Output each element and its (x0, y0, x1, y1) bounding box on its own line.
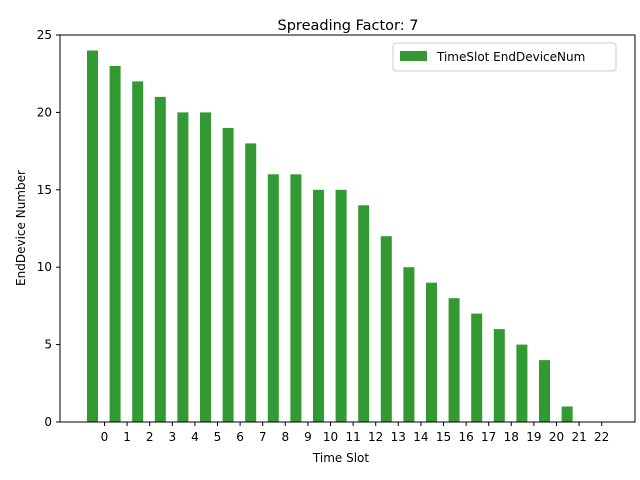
x-tick-label: 2 (146, 430, 154, 444)
x-axis-label: Time Slot (312, 451, 369, 465)
legend-swatch (400, 51, 427, 61)
bar-4 (177, 112, 189, 423)
x-tick-label: 13 (391, 430, 406, 444)
y-tick-label: 5 (44, 338, 52, 352)
bars-group (87, 50, 573, 423)
bar-7 (245, 143, 257, 422)
y-tick-label: 20 (37, 105, 52, 119)
legend: TimeSlot EndDeviceNum (392, 42, 617, 72)
bar-11 (335, 189, 347, 422)
legend-box (392, 42, 617, 72)
bar-18 (493, 329, 505, 422)
plot-frame (59, 34, 636, 423)
y-ticks-group: 0 5 10 15 20 25 (37, 28, 60, 429)
x-tick-label: 11 (345, 430, 360, 444)
x-tick-label: 8 (281, 430, 289, 444)
bar-1 (109, 66, 121, 422)
bar-17 (471, 313, 483, 422)
x-ticks-group: 0 1 2 3 4 5 6 7 8 9 10 11 12 13 14 15 16 17 18 19 20 21 22 (101, 422, 609, 444)
x-tick-label: 18 (504, 430, 519, 444)
bar-15 (426, 282, 437, 422)
bar-2 (132, 81, 144, 423)
x-tick-label: 1 (123, 430, 131, 444)
x-tick-label: 20 (549, 430, 564, 444)
x-tick-label: 0 (101, 430, 109, 444)
x-tick-label: 19 (526, 430, 541, 444)
bar-16 (448, 298, 460, 422)
x-tick-label: 6 (236, 430, 244, 444)
bar-8 (267, 174, 279, 422)
x-tick-label: 4 (191, 430, 199, 444)
bar-5 (200, 112, 211, 423)
x-tick-label: 9 (304, 430, 312, 444)
x-tick-label: 15 (436, 430, 451, 444)
x-tick-label: 22 (594, 430, 609, 444)
bar-10 (313, 189, 324, 422)
bar-20 (539, 360, 550, 422)
bar-14 (403, 267, 415, 422)
y-tick-label: 10 (37, 260, 52, 274)
bar-0 (87, 50, 98, 422)
legend-label: TimeSlot EndDeviceNum (436, 50, 585, 64)
x-tick-label: 17 (481, 430, 496, 444)
bar-6 (222, 127, 234, 423)
y-axis-label: EndDevice Number (14, 170, 28, 286)
x-tick-label: 7 (259, 430, 267, 444)
y-tick-label: 25 (37, 28, 52, 42)
bar-13 (380, 236, 392, 422)
x-tick-label: 3 (168, 430, 176, 444)
x-tick-label: 16 (458, 430, 473, 444)
bar-9 (290, 174, 302, 422)
x-tick-label: 10 (323, 430, 338, 444)
bar-3 (154, 96, 166, 423)
y-tick-label: 0 (44, 415, 52, 429)
y-tick-label: 15 (37, 183, 52, 197)
x-tick-label: 5 (214, 430, 222, 444)
bar-19 (516, 344, 528, 422)
chart-title: Spreading Factor: 7 (278, 18, 419, 34)
x-tick-label: 14 (413, 430, 428, 444)
bar-12 (358, 205, 370, 422)
bar-21 (561, 406, 573, 422)
x-tick-label: 12 (368, 430, 383, 444)
x-tick-label: 21 (571, 430, 586, 444)
